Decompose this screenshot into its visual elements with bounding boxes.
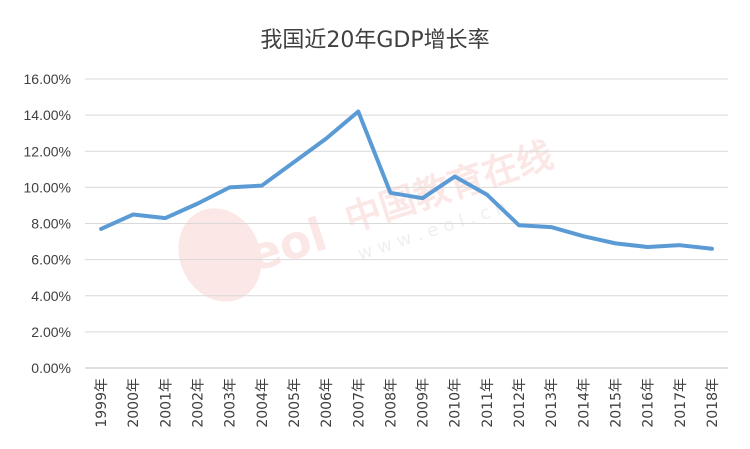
y-tick-label: 12.00% xyxy=(24,143,71,159)
x-tick-label: 2006年 xyxy=(319,378,335,428)
data-point xyxy=(163,216,167,220)
y-tick-label: 6.00% xyxy=(31,252,71,268)
data-point xyxy=(228,185,232,189)
data-point xyxy=(420,196,425,200)
x-tick-label: 1999年 xyxy=(94,378,110,428)
chart-title: 我国近20年GDP增长率 xyxy=(260,28,489,53)
y-tick-label: 10.00% xyxy=(24,179,71,195)
x-tick-label: 2011年 xyxy=(480,378,496,428)
data-point xyxy=(292,160,296,164)
data-point xyxy=(324,137,328,141)
x-tick-label: 2000年 xyxy=(126,378,142,428)
data-point xyxy=(260,183,264,188)
watermark: eol 中国教育在线 w w w . e o l . c n xyxy=(178,135,558,302)
y-tick-label: 16.00% xyxy=(24,71,71,87)
x-tick-label: 2014年 xyxy=(576,378,592,428)
data-point xyxy=(581,234,585,238)
data-point xyxy=(646,245,650,249)
data-point xyxy=(356,109,360,114)
grid xyxy=(85,78,728,369)
data-point xyxy=(453,174,457,179)
x-tick-label: 2005年 xyxy=(287,378,303,428)
x-tick-label: 2003年 xyxy=(223,378,239,428)
data-point xyxy=(517,223,521,227)
x-tick-label: 2007年 xyxy=(351,378,367,428)
x-tick-label: 2004年 xyxy=(255,378,271,428)
data-point xyxy=(613,241,618,245)
x-tick-label: 2013年 xyxy=(544,378,560,428)
data-point xyxy=(131,212,135,217)
data-point xyxy=(710,247,714,251)
y-tick-label: 14.00% xyxy=(24,107,71,123)
y-tick-label: 4.00% xyxy=(31,288,71,304)
series-line xyxy=(99,109,714,251)
data-point xyxy=(388,191,393,195)
x-tick-label: 2010年 xyxy=(448,378,464,428)
data-point xyxy=(99,227,103,231)
y-tick-label: 8.00% xyxy=(31,216,71,232)
x-tick-label: 2008年 xyxy=(383,378,399,428)
x-tick-label: 2001年 xyxy=(158,378,174,428)
y-tick-label: 2.00% xyxy=(31,324,71,340)
x-tick-label: 2017年 xyxy=(673,378,689,428)
data-point xyxy=(678,243,682,247)
x-tick-label: 2018年 xyxy=(705,378,721,428)
data-point xyxy=(195,202,200,206)
y-tick-label: 0.00% xyxy=(31,360,71,376)
watermark-logo-text: eol xyxy=(242,207,333,283)
data-point xyxy=(485,193,489,197)
watermark-logo-swoosh xyxy=(178,208,262,302)
x-tick-label: 2012年 xyxy=(512,378,528,428)
x-tick-label: 2002年 xyxy=(191,378,207,428)
x-axis-ticks: 1999年 2000年 2001年 2002年 2003年 2004年 2005年 2006年… xyxy=(94,378,721,428)
x-tick-label: 2009年 xyxy=(416,378,432,428)
data-point xyxy=(549,225,553,229)
y-axis-ticks: 0.00% 2.00% 4.00% 6.00% 8.00% 10.00% 12.00% 14.… xyxy=(24,71,71,376)
x-tick-label: 2016年 xyxy=(641,378,657,428)
x-tick-label: 2015年 xyxy=(608,378,624,428)
series-layer xyxy=(99,109,714,251)
